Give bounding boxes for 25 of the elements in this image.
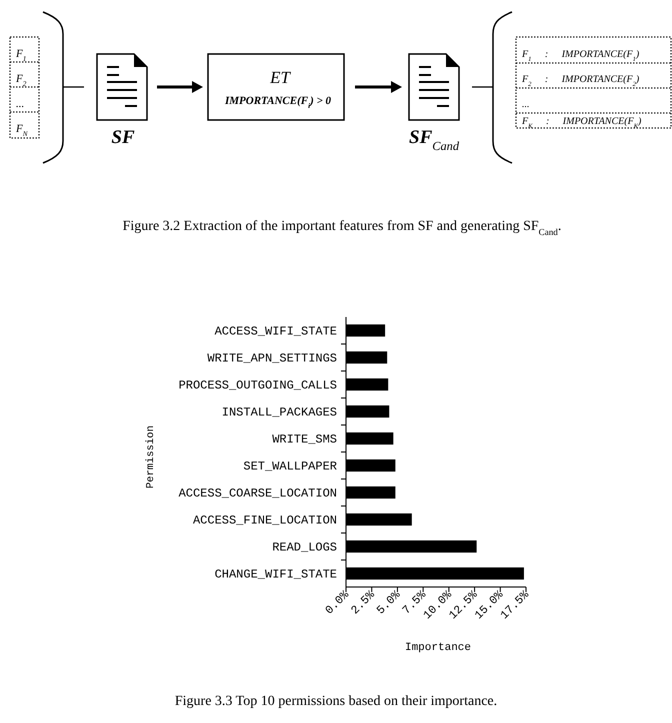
y-tick-label: ACCESS_COARSE_LOCATION: [178, 486, 337, 500]
text: F$_{2}$ : IMPORTANCE(F$_{2}$): [522, 74, 640, 88]
text: F$_{1}$ : IMPORTANCE(F$_{1}$): [522, 49, 640, 62]
y-tick-label: WRITE_SMS: [272, 432, 337, 446]
y-tick-label: ACCESS_FINE_LOCATION: [192, 514, 337, 528]
text: F$_{2}$: [15, 73, 27, 88]
caption: Figure 3.2 Extraction of the important features from SF and generating SF$_{Cand}$.: [122, 219, 562, 237]
text: ET: [269, 68, 292, 87]
y-tick-label: SET_WALLPAPER: [243, 460, 337, 474]
y-tick-label: PROCESS_OUTGOING_CALLS: [178, 378, 337, 392]
y-tick-label: INSTALL_PACKAGES: [222, 406, 337, 420]
text: SF$_{Cand}$: [409, 127, 460, 153]
y-tick-label: ACCESS_WIFI_STATE: [214, 324, 337, 338]
text: IMPORTANCE(F$_{i}$) > 0: [224, 95, 332, 110]
caption: Figure 3.3 Top 10 permissions based on their importance.: [174, 694, 498, 709]
y-tick-label: WRITE_APN_SETTINGS: [207, 352, 337, 366]
text: ...: [522, 99, 530, 110]
y-tick-label: CHANGE_WIFI_STATE: [214, 568, 337, 582]
y-tick-label: READ_LOGS: [272, 540, 337, 554]
y-axis-title: Permission: [145, 425, 157, 489]
x-axis-title: Importance: [404, 642, 472, 654]
text: SF: [111, 127, 135, 148]
text: F$_{N}$: [15, 123, 29, 138]
text: F$_{1}$: [15, 48, 26, 63]
text: ...: [16, 98, 24, 110]
